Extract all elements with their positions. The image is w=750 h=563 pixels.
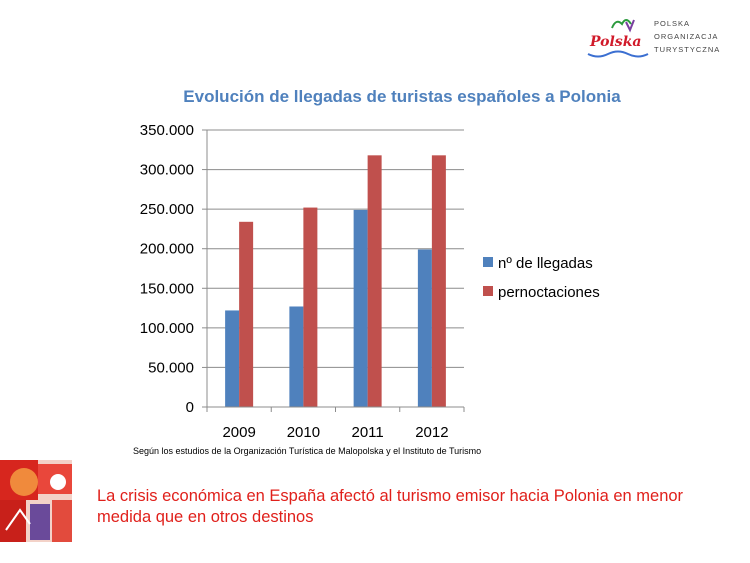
logo-line: TURYSTYCZNA <box>654 45 721 54</box>
bar-pernoctaciones-2010 <box>303 207 318 407</box>
y-tick-label: 0 <box>186 399 194 416</box>
polska-logo-icon <box>587 19 649 58</box>
x-tick-label: 2009 <box>222 424 255 441</box>
logo-line: POLSKA <box>654 19 691 28</box>
bar-chart: Evolución de llegadas de turistas españo… <box>140 87 621 441</box>
x-tick-label: 2011 <box>351 424 383 441</box>
caption-text: La crisis económica en España afectó al … <box>97 487 684 526</box>
bar-llegadas-2011 <box>353 209 368 407</box>
x-tick-label: 2010 <box>287 424 320 441</box>
y-tick-label: 350.000 <box>140 122 194 139</box>
axes: 0 50.000 100.000 150.000 200.000 250.000 300.0… <box>140 122 465 441</box>
bar-pernoctaciones-2009 <box>239 221 254 407</box>
y-tick-label: 250.000 <box>140 201 194 218</box>
y-tick-label: 200.000 <box>140 241 194 258</box>
polska-logo: Polska POLSKA ORGANIZACJA TURYSTYCZNA <box>582 14 732 64</box>
source-note: Según los estudios de la Organización Tu… <box>133 446 482 456</box>
decorative-poster-image <box>0 460 72 542</box>
bar-pernoctaciones-2012 <box>431 155 446 407</box>
y-tick-label: 150.000 <box>140 280 194 297</box>
x-tick-label: 2012 <box>415 424 448 441</box>
legend-swatch-pernoctaciones <box>483 286 493 296</box>
bars <box>225 155 446 407</box>
y-tick-label: 300.000 <box>140 162 194 179</box>
legend: nº de llegadas pernoctaciones <box>483 255 600 301</box>
logo-wordmark: Polska <box>590 34 642 50</box>
logo-organization-text: POLSKA ORGANIZACJA TURYSTYCZNA <box>654 17 720 56</box>
bar-llegadas-2012 <box>417 249 432 407</box>
legend-label-llegadas: nº de llegadas <box>498 255 593 272</box>
bar-llegadas-2009 <box>225 310 240 407</box>
y-tick-label: 50.000 <box>148 359 194 376</box>
bar-llegadas-2010 <box>289 306 304 407</box>
legend-swatch-llegadas <box>483 257 493 267</box>
y-tick-label: 100.000 <box>140 320 194 337</box>
legend-label-pernoctaciones: pernoctaciones <box>498 284 600 301</box>
bar-pernoctaciones-2011 <box>367 155 382 407</box>
logo-line: ORGANIZACJA <box>654 32 719 41</box>
chart-title: Evolución de llegadas de turistas españo… <box>183 87 621 106</box>
